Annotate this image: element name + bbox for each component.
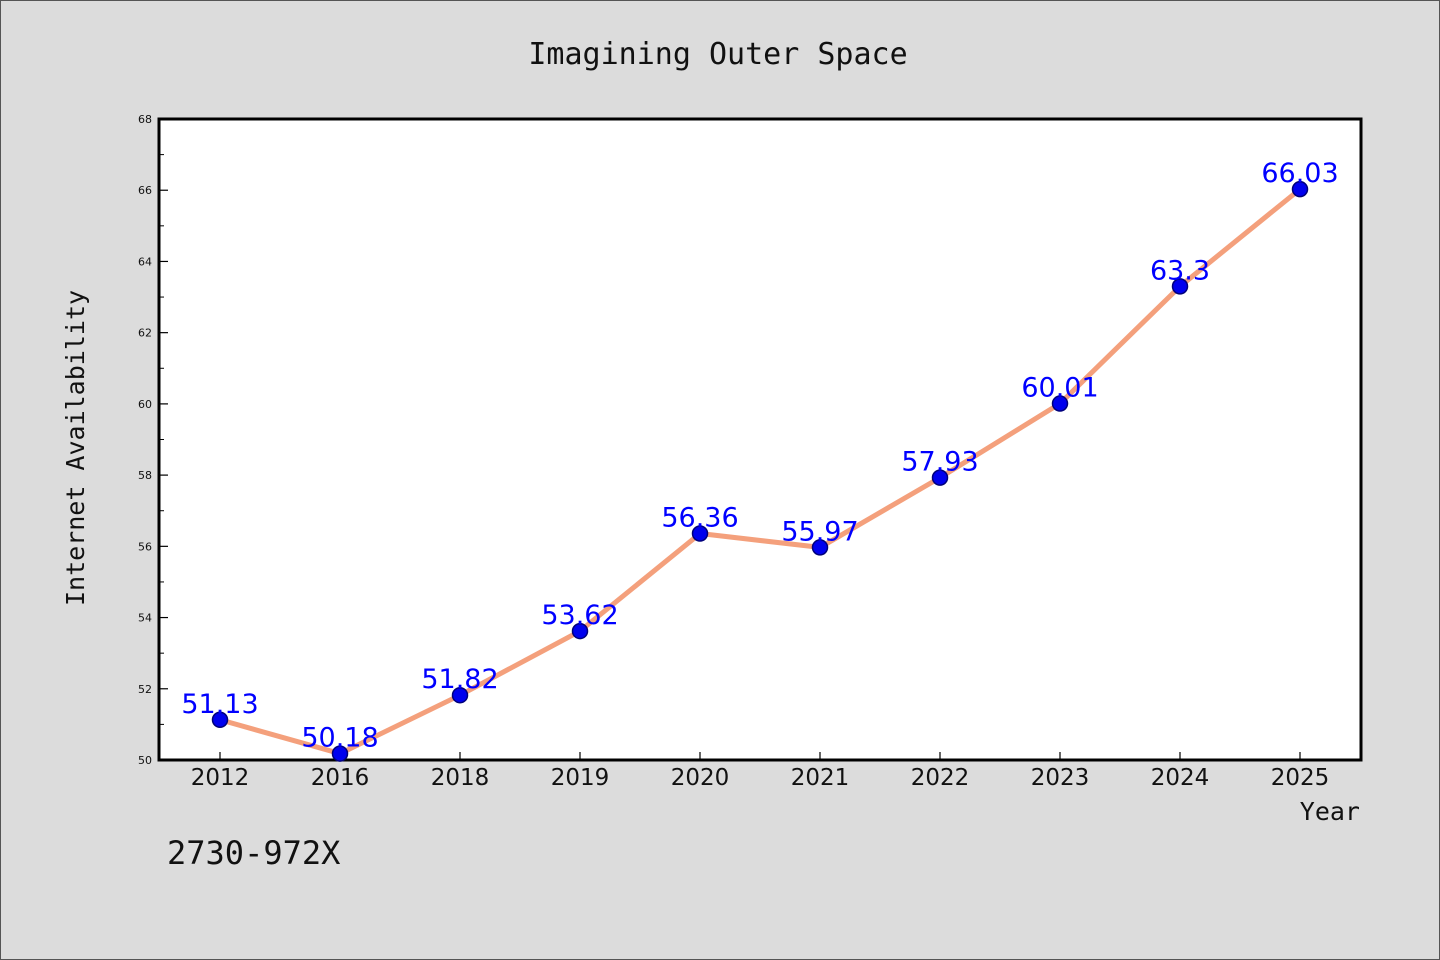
data-point	[1051, 395, 1069, 412]
x-tick-label: 2024	[1151, 765, 1210, 791]
data-label: 63.3	[1150, 255, 1210, 286]
data-point	[211, 711, 229, 729]
y-tick-label: 52	[138, 683, 152, 696]
chart-title: Imagining Outer Space	[528, 37, 907, 72]
x-tick-label: 2025	[1271, 765, 1330, 791]
data-point	[811, 539, 829, 556]
y-tick-label: 60	[138, 398, 152, 411]
data-point	[331, 745, 349, 762]
x-tick-label: 2019	[551, 765, 610, 791]
data-label: 55.97	[781, 516, 858, 547]
data-label: 51.13	[181, 689, 258, 720]
y-tick-label: 54	[138, 612, 152, 625]
x-tick-label: 2020	[671, 765, 730, 791]
series-line	[217, 186, 1303, 757]
x-tick-label: 2018	[431, 765, 490, 791]
data-point	[571, 622, 589, 640]
x-tick-label: 2016	[311, 765, 370, 791]
y-tick-label: 62	[138, 327, 152, 340]
data-label: 66.03	[1261, 158, 1338, 189]
data-label: 51.82	[421, 664, 498, 695]
data-label: 60.01	[1021, 373, 1098, 404]
y-tick-label: 66	[138, 184, 152, 197]
x-tick-label: 2012	[191, 765, 250, 791]
y-tick-label: 50	[138, 754, 152, 767]
x-tick-label: 2022	[911, 765, 970, 791]
data-point	[1291, 180, 1309, 198]
data-label: 50.18	[301, 723, 378, 754]
data-point	[691, 525, 709, 542]
series: 51.13 50.18 51.82 53.62 56.36 55.97 57.93 60.01…	[181, 158, 1339, 762]
y-axis: 50 52 54 56 58 60 62 64 66 68	[138, 113, 168, 767]
x-axis: 2012 2016 2018 2019 2020 2021 2022 2023 2024 2025	[191, 752, 1330, 791]
data-label: 56.36	[661, 503, 738, 534]
x-axis-label: Year	[1300, 797, 1360, 826]
data-label: 57.93	[901, 447, 978, 478]
x-tick-label: 2021	[791, 765, 850, 791]
y-tick-label: 68	[138, 113, 152, 126]
y-tick-label: 64	[138, 255, 152, 268]
footnote: 2730-972X	[167, 834, 340, 872]
y-axis-label: Internet Availability	[61, 290, 90, 606]
y-tick-label: 56	[138, 540, 152, 553]
y-tick-label: 58	[138, 469, 152, 482]
x-tick-label: 2023	[1031, 765, 1090, 791]
data-point	[451, 686, 469, 704]
plot-area	[157, 117, 1363, 762]
data-point	[1171, 278, 1189, 295]
data-point	[931, 469, 949, 486]
data-label: 53.62	[541, 600, 618, 631]
